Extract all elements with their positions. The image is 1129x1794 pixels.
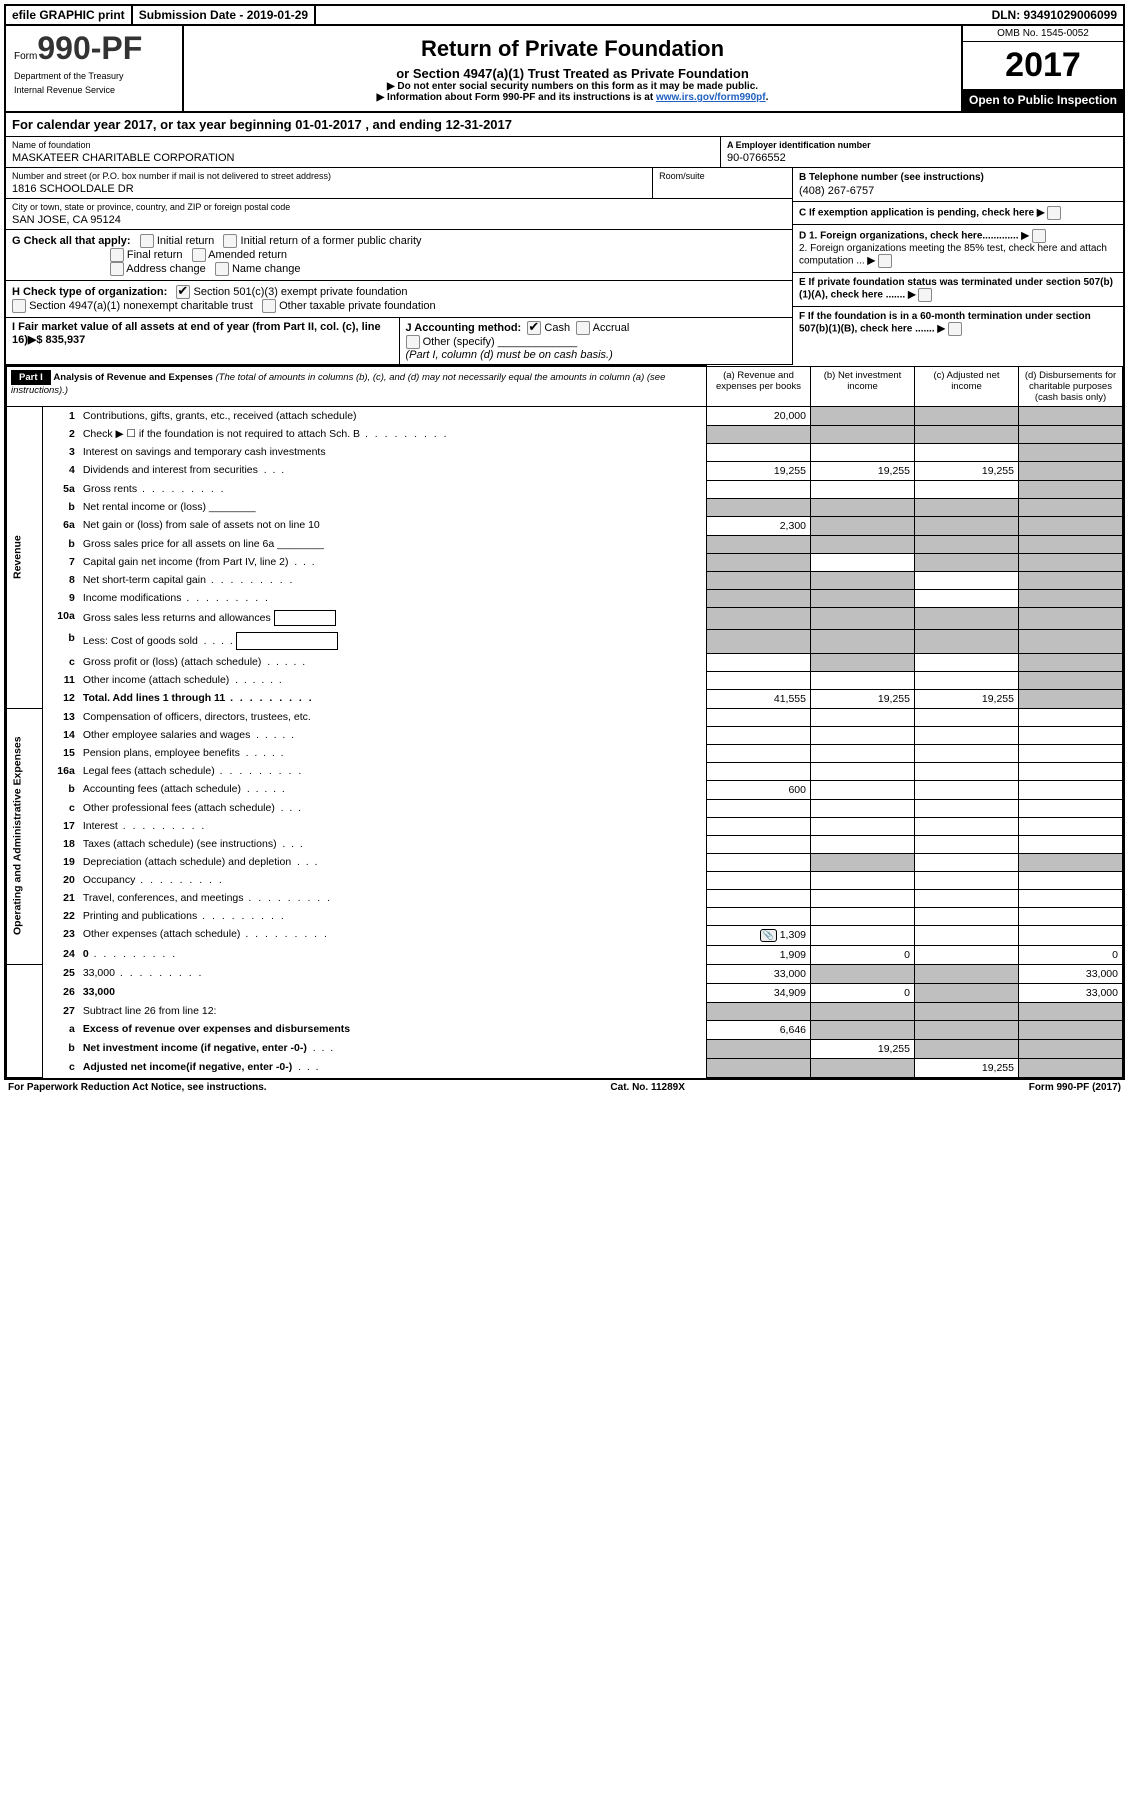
checkbox-name[interactable] <box>215 262 229 276</box>
checkbox-d1[interactable] <box>1032 229 1046 243</box>
revenue-label: Revenue <box>7 406 43 708</box>
foundation-name: MASKATEER CHARITABLE CORPORATION <box>12 152 714 164</box>
footer-left: For Paperwork Reduction Act Notice, see … <box>8 1082 267 1093</box>
expenses-label: Operating and Administrative Expenses <box>7 708 43 964</box>
checkbox-cash[interactable] <box>527 321 541 335</box>
top-bar: efile GRAPHIC print Submission Date - 20… <box>6 6 1123 26</box>
col-b-header: (b) Net investment income <box>811 366 915 406</box>
checkbox-final[interactable] <box>110 248 124 262</box>
form-subtitle: or Section 4947(a)(1) Trust Treated as P… <box>190 66 955 81</box>
checkbox-initial-former[interactable] <box>223 234 237 248</box>
checkbox-f[interactable] <box>948 322 962 336</box>
section-h: H Check type of organization: Section 50… <box>6 281 792 318</box>
phone-label: B Telephone number (see instructions) <box>799 172 1117 183</box>
header-left: Form990-PF Department of the Treasury In… <box>6 26 184 111</box>
open-public: Open to Public Inspection <box>963 89 1123 111</box>
checkbox-initial[interactable] <box>140 234 154 248</box>
omb-number: OMB No. 1545-0052 <box>963 26 1123 42</box>
checkbox-amended[interactable] <box>192 248 206 262</box>
col-d-header: (d) Disbursements for charitable purpose… <box>1019 366 1123 406</box>
header-right: OMB No. 1545-0052 2017 Open to Public In… <box>963 26 1123 111</box>
note-ssn: ▶ Do not enter social security numbers o… <box>190 81 955 92</box>
checkbox-other-taxable[interactable] <box>262 299 276 313</box>
checkbox-4947[interactable] <box>12 299 26 313</box>
part1-title: Analysis of Revenue and Expenses <box>53 372 212 383</box>
checkbox-d2[interactable] <box>878 254 892 268</box>
right-column: B Telephone number (see instructions) (4… <box>793 168 1123 365</box>
d2-label: 2. Foreign organizations meeting the 85%… <box>799 243 1107 267</box>
addr-label: Number and street (or P.O. box number if… <box>12 171 646 181</box>
room-label: Room/suite <box>659 171 786 181</box>
addr-value: 1816 SCHOOLDALE DR <box>12 183 646 195</box>
city-label: City or town, state or province, country… <box>12 202 786 212</box>
part1-tag: Part I <box>11 370 51 385</box>
checkbox-501c3[interactable] <box>176 285 190 299</box>
checkbox-accrual[interactable] <box>576 321 590 335</box>
name-ein-row: Name of foundation MASKATEER CHARITABLE … <box>6 137 1123 168</box>
calendar-year: For calendar year 2017, or tax year begi… <box>6 113 1123 137</box>
footer-mid: Cat. No. 11289X <box>610 1082 684 1093</box>
col-a-header: (a) Revenue and expenses per books <box>707 366 811 406</box>
form-container: efile GRAPHIC print Submission Date - 20… <box>4 4 1125 1080</box>
d1-label: D 1. Foreign organizations, check here..… <box>799 231 1019 242</box>
e-label: E If private foundation status was termi… <box>799 277 1113 301</box>
city-value: SAN JOSE, CA 95124 <box>12 214 786 226</box>
dept-irs: Internal Revenue Service <box>14 85 174 95</box>
j-note: (Part I, column (d) must be on cash basi… <box>406 349 613 361</box>
attachment-icon[interactable]: 📎 <box>760 929 777 942</box>
form-prefix: Form <box>14 51 37 62</box>
ein-label: A Employer identification number <box>727 140 1117 150</box>
form-number: 990-PF <box>37 30 142 66</box>
phone-value: (408) 267-6757 <box>799 185 1117 197</box>
note-info: ▶ Information about Form 990-PF and its … <box>377 92 656 103</box>
f-label: F If the foundation is in a 60-month ter… <box>799 311 1091 335</box>
dln: DLN: 93491029006099 <box>986 6 1123 24</box>
checkbox-c[interactable] <box>1047 206 1061 220</box>
submission-date: Submission Date - 2019-01-29 <box>133 6 316 24</box>
i-label: I Fair market value of all assets at end… <box>12 321 381 346</box>
checkbox-address[interactable] <box>110 262 124 276</box>
ein-value: 90-0766552 <box>727 152 1117 164</box>
part1-table: Part I Analysis of Revenue and Expenses … <box>6 365 1123 1078</box>
footer-right: Form 990-PF (2017) <box>1029 1082 1121 1093</box>
addr-right-section: Number and street (or P.O. box number if… <box>6 168 1123 365</box>
col-c-header: (c) Adjusted net income <box>915 366 1019 406</box>
header-center: Return of Private Foundation or Section … <box>184 26 963 111</box>
instructions-link[interactable]: www.irs.gov/form990pf <box>656 92 766 103</box>
dept-treasury: Department of the Treasury <box>14 71 174 81</box>
checkbox-e[interactable] <box>918 288 932 302</box>
tax-year: 2017 <box>963 42 1123 89</box>
efile-print: efile GRAPHIC print <box>6 6 133 24</box>
checkbox-other-method[interactable] <box>406 335 420 349</box>
g-label: G Check all that apply: <box>12 235 131 247</box>
footer: For Paperwork Reduction Act Notice, see … <box>4 1080 1125 1095</box>
name-label: Name of foundation <box>12 140 714 150</box>
c-label: C If exemption application is pending, c… <box>799 208 1034 219</box>
section-g: G Check all that apply: Initial return I… <box>6 230 792 281</box>
form-title: Return of Private Foundation <box>190 36 955 62</box>
h-label: H Check type of organization: <box>12 286 167 298</box>
j-label: J Accounting method: <box>406 322 522 334</box>
header: Form990-PF Department of the Treasury In… <box>6 26 1123 113</box>
